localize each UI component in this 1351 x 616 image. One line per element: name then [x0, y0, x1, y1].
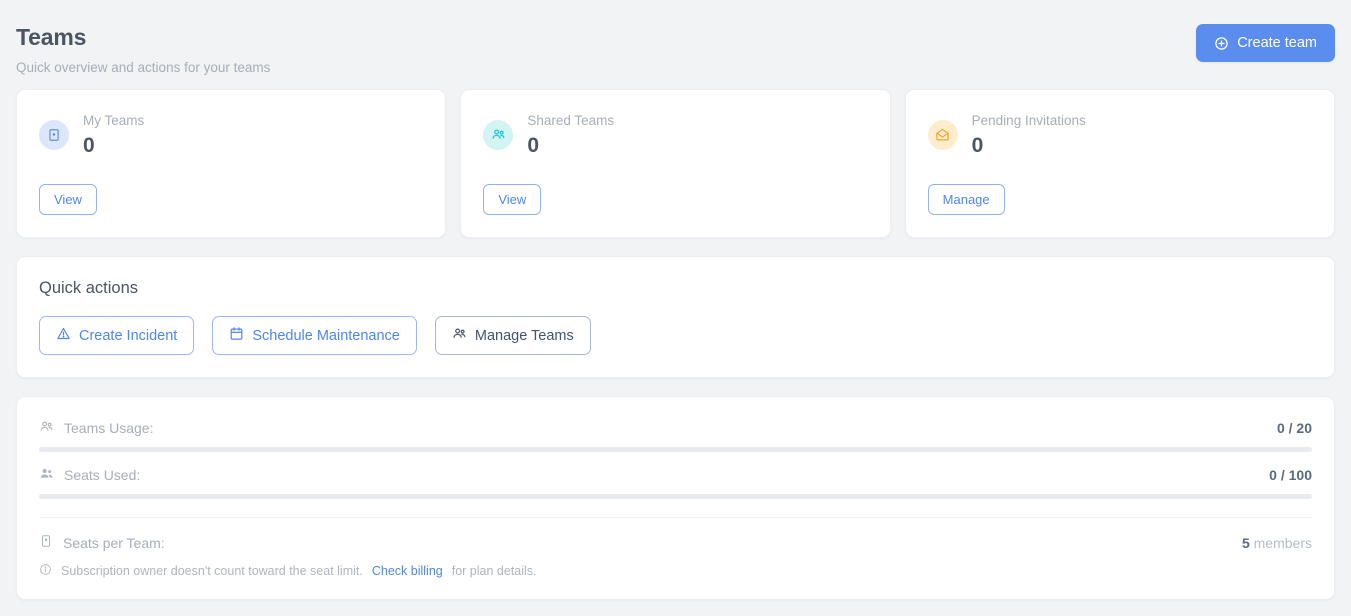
manage-teams-button[interactable]: Manage Teams	[434, 316, 591, 356]
teams-usage-progress	[39, 447, 1312, 453]
manage-teams-label: Manage Teams	[474, 327, 574, 344]
users-group-icon	[452, 326, 467, 345]
stat-card-shared-teams: Shared Teams 0 View	[460, 88, 891, 239]
seats-used-value: 0 / 100	[1269, 467, 1312, 484]
stat-text-group: Shared Teams 0	[527, 112, 614, 159]
create-incident-button[interactable]: Create Incident	[39, 316, 195, 356]
seats-per-team-value: 5 members	[1242, 535, 1312, 551]
stat-header: Shared Teams 0	[483, 112, 867, 159]
seats-per-team-row: Seats per Team: 5 members	[39, 518, 1312, 551]
usage-panel: Teams Usage: 0 / 20 Sea	[16, 396, 1335, 601]
usage-row-teams: Teams Usage: 0 / 20	[39, 415, 1312, 462]
seats-per-team-label-group: Seats per Team:	[39, 534, 165, 551]
open-envelope-icon	[927, 119, 958, 150]
create-team-button[interactable]: Create team	[1196, 24, 1335, 62]
view-shared-teams-button[interactable]: View	[483, 184, 542, 216]
page-heading-group: Teams Quick overview and actions for you…	[16, 24, 270, 75]
quick-actions-row: Create Incident Schedule Maintenance	[39, 316, 1312, 356]
seats-per-team-label: Seats per Team:	[63, 534, 165, 551]
seats-used-label: Seats Used:	[64, 467, 141, 484]
usage-row-header: Teams Usage: 0 / 20	[39, 419, 1312, 437]
seats-per-team-count: 5	[1241, 534, 1250, 551]
id-badge-icon	[39, 119, 69, 150]
stat-value: 0	[971, 134, 984, 158]
usage-divider	[39, 517, 1312, 519]
stat-header: Pending Invitations 0	[927, 112, 1312, 159]
users-outline-icon	[39, 419, 54, 437]
warning-triangle-icon	[56, 326, 71, 345]
stat-text-group: Pending Invitations 0	[972, 112, 1086, 159]
stat-header: My Teams 0	[39, 112, 423, 159]
stat-card-pending-invitations: Pending Invitations 0 Manage	[904, 88, 1335, 239]
billing-note-text-after: for plan details.	[451, 564, 537, 579]
teams-usage-label: Teams Usage:	[64, 420, 154, 437]
usage-row-seats: Seats Used: 0 / 100	[39, 462, 1312, 509]
billing-note-row: Subscription owner doesn't count toward …	[39, 551, 1312, 583]
stat-text-group: My Teams 0	[83, 112, 144, 159]
plus-circle-icon	[1214, 36, 1229, 51]
stat-label: Shared Teams	[527, 112, 615, 128]
quick-actions-title: Quick actions	[39, 279, 139, 298]
schedule-maintenance-label: Schedule Maintenance	[252, 327, 400, 344]
schedule-maintenance-button[interactable]: Schedule Maintenance	[212, 316, 417, 356]
manage-invitations-button[interactable]: Manage	[927, 184, 1005, 216]
seats-used-progress	[39, 494, 1312, 500]
users-filled-icon	[39, 466, 54, 484]
seats-per-team-unit: members	[1253, 534, 1312, 551]
stat-card-my-teams: My Teams 0 View	[16, 88, 447, 239]
teams-usage-value: 0 / 20	[1276, 420, 1312, 437]
page-header: Teams Quick overview and actions for you…	[16, 16, 1335, 89]
stats-row: My Teams 0 View Shared Teams 0 Vi	[16, 88, 1335, 239]
create-incident-label: Create Incident	[79, 327, 178, 344]
users-group-icon	[483, 119, 514, 150]
stat-label: Pending Invitations	[971, 112, 1086, 128]
info-circle-icon	[39, 563, 52, 579]
page-subtitle: Quick overview and actions for your team…	[16, 59, 271, 75]
stat-value: 0	[527, 134, 540, 158]
stat-label: My Teams	[83, 112, 145, 128]
page-title: Teams	[16, 24, 87, 50]
teams-usage-label-group: Teams Usage:	[39, 419, 153, 437]
view-my-teams-button[interactable]: View	[39, 184, 97, 216]
stat-value: 0	[83, 134, 95, 158]
seats-used-label-group: Seats Used:	[39, 466, 140, 484]
create-team-label: Create team	[1237, 35, 1317, 51]
id-badge-icon	[39, 534, 53, 551]
billing-note-text-before: Subscription owner doesn't count toward …	[61, 564, 363, 579]
calendar-icon	[229, 326, 244, 345]
quick-actions-panel: Quick actions Create Incident Schedul	[16, 256, 1335, 379]
check-billing-link[interactable]: Check billing	[371, 564, 443, 579]
usage-row-header: Seats Used: 0 / 100	[39, 466, 1312, 484]
